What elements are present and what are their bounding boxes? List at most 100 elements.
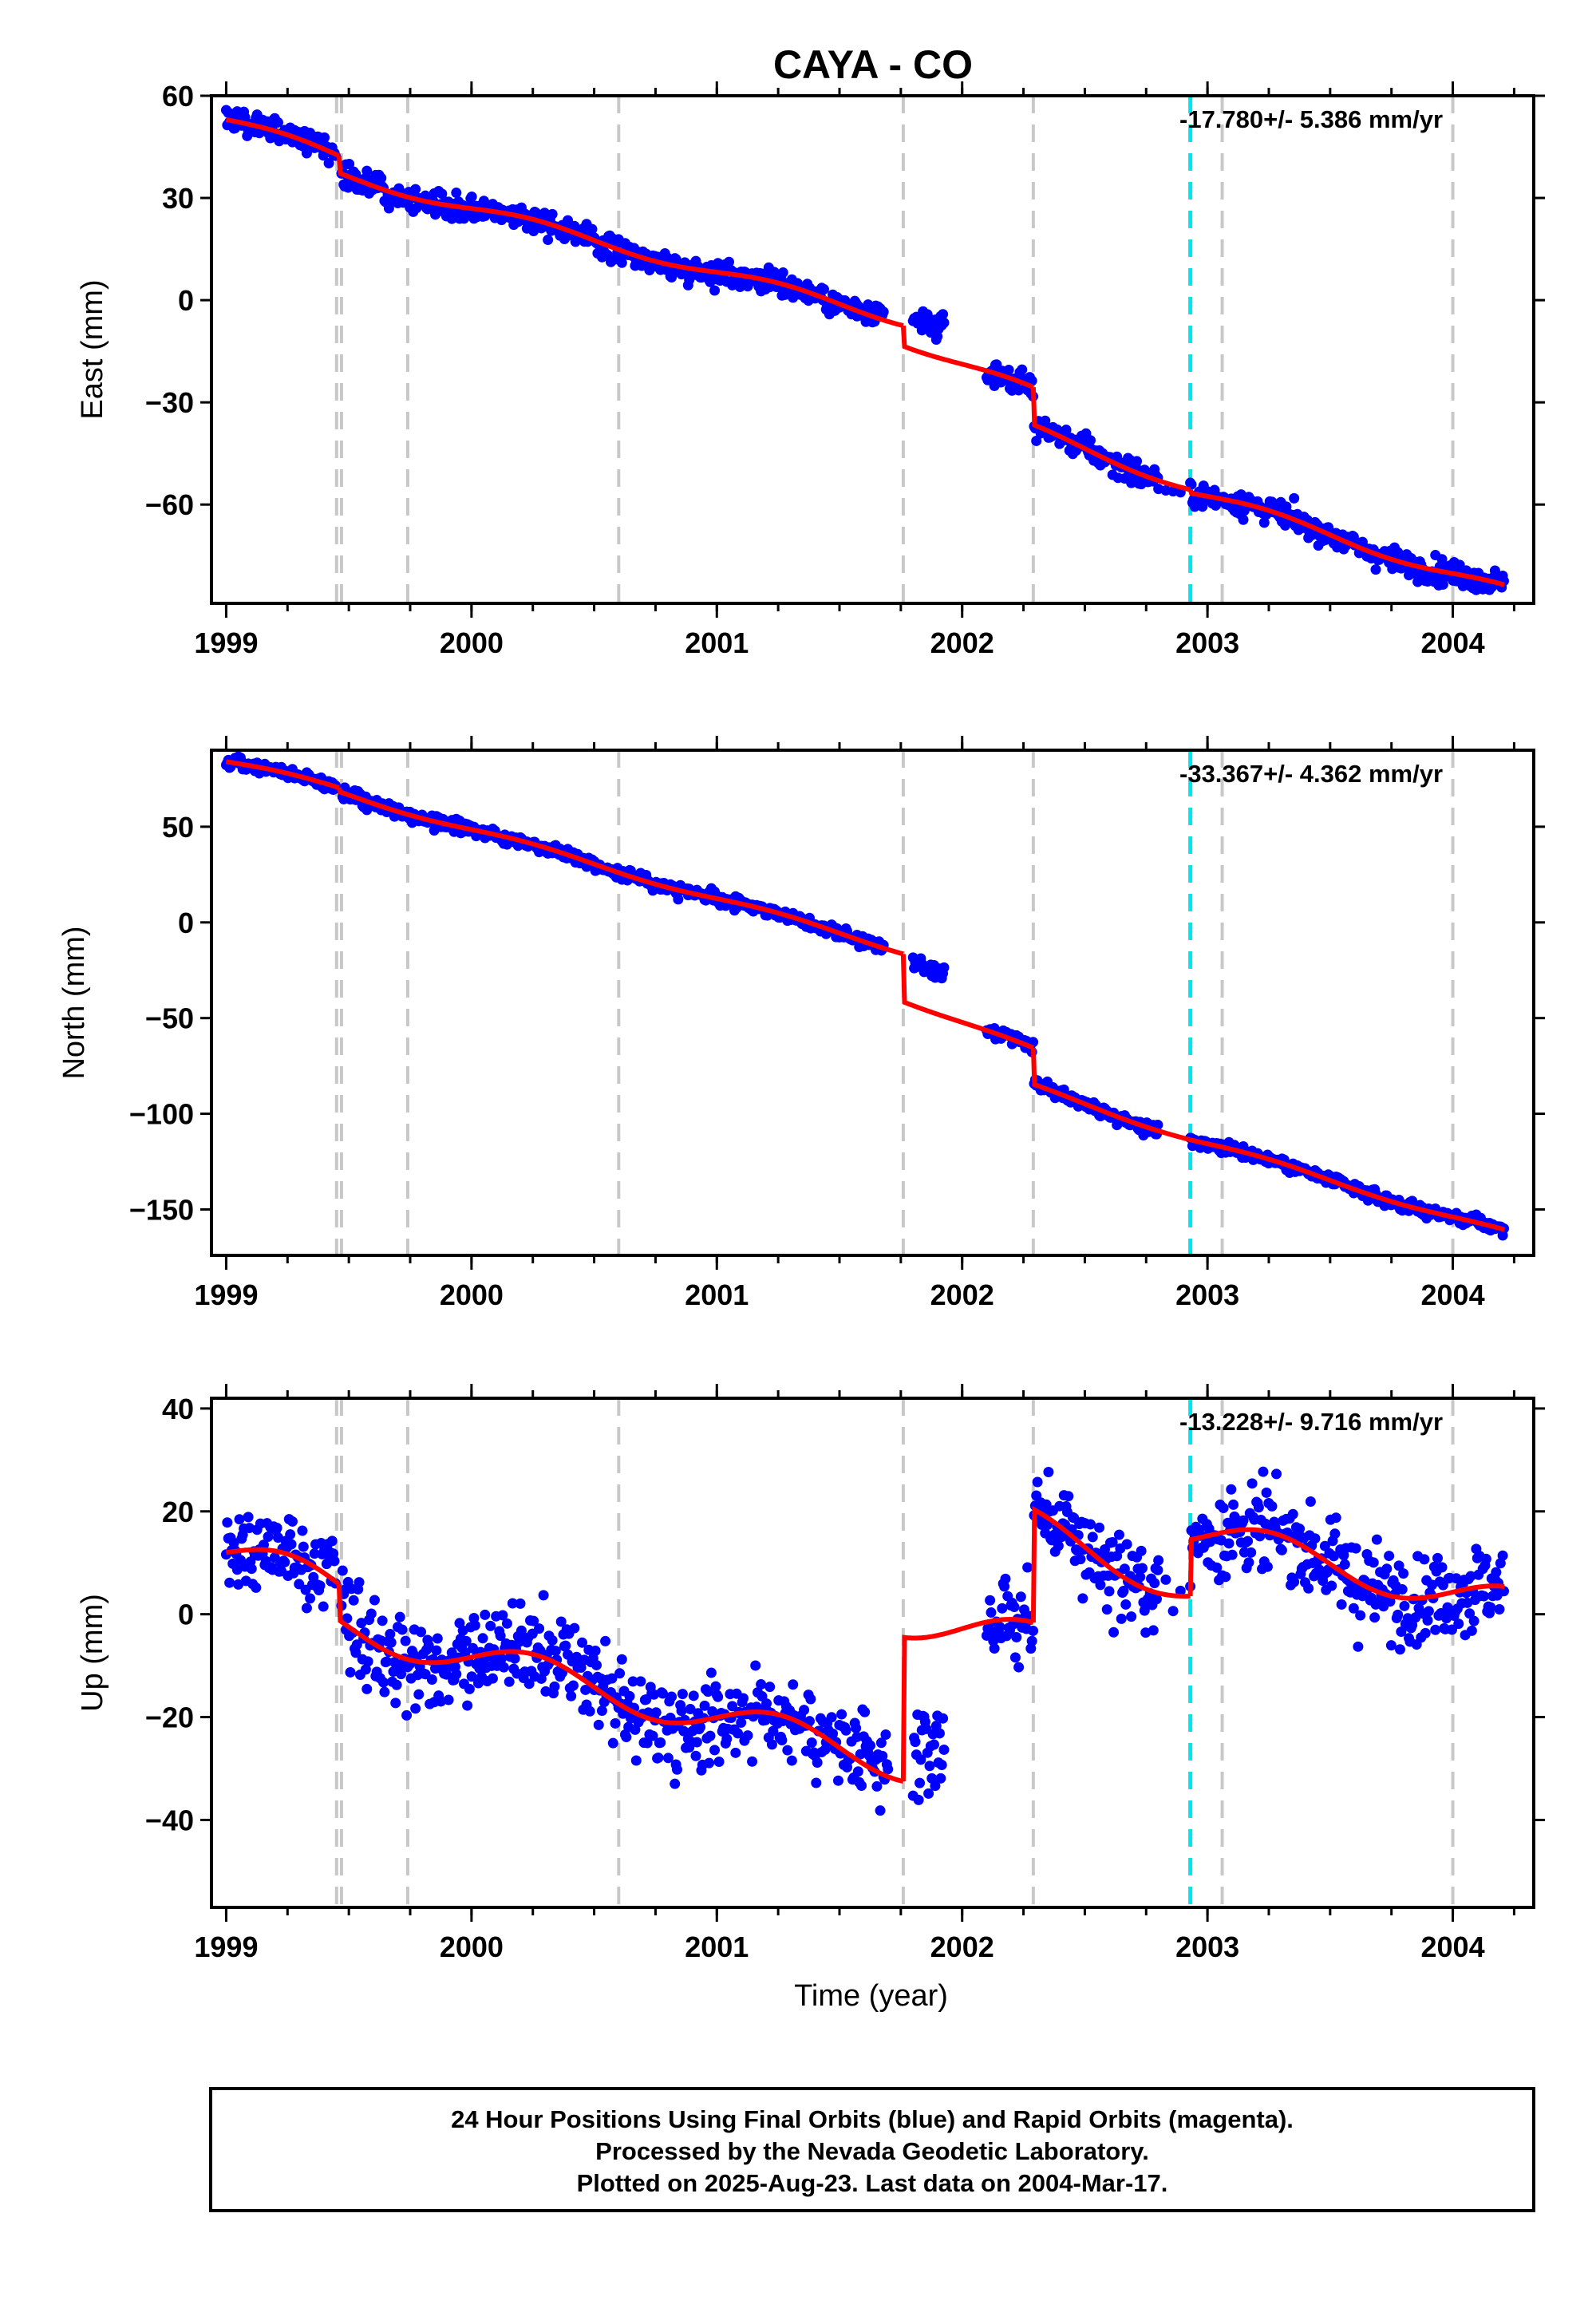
data-point-172 — [416, 1626, 427, 1638]
model-fit-segment-2 — [900, 325, 1035, 389]
data-point-283 — [538, 1590, 549, 1601]
data-point-1068 — [1167, 1606, 1179, 1617]
data-point-59 — [286, 1539, 297, 1550]
model-fit-segment-0 — [226, 759, 340, 790]
x-tick-label-0: 1999 — [194, 1279, 258, 1311]
data-point-1058 — [1491, 1567, 1502, 1578]
x-tick-label-5: 2004 — [1421, 1279, 1485, 1311]
data-point-499 — [776, 1735, 788, 1746]
data-point-287 — [543, 235, 554, 246]
y-tick-label-2: 0 — [178, 1599, 194, 1631]
model-fit-segment-3 — [1030, 1506, 1191, 1623]
data-point-933 — [1353, 1641, 1364, 1652]
data-point-734 — [1101, 1604, 1112, 1615]
data-point-1053 — [1485, 1602, 1496, 1613]
data-point-666 — [1031, 435, 1042, 446]
data-point-736 — [1104, 1586, 1115, 1597]
data-point-385 — [650, 1707, 662, 1718]
data-point-1006 — [1437, 579, 1448, 590]
model-fit-segment-3 — [1030, 1047, 1191, 1143]
data-point-654 — [1013, 1662, 1025, 1673]
data-point-739 — [1107, 1536, 1118, 1547]
data-point-114 — [351, 1639, 362, 1650]
plot-frame — [210, 749, 1535, 1257]
data-point-864 — [1276, 1544, 1287, 1555]
y-tick-label-0: 40 — [162, 1393, 194, 1425]
data-point-837 — [1246, 1478, 1258, 1489]
data-point-167 — [410, 184, 421, 195]
data-point-909 — [1326, 1580, 1337, 1591]
data-point-187 — [432, 1633, 443, 1644]
data-point-813 — [1220, 1571, 1231, 1583]
data-point-405 — [673, 894, 684, 905]
data-point-490 — [766, 1739, 777, 1750]
data-point-491 — [768, 1725, 779, 1737]
data-point-149 — [390, 1697, 401, 1709]
data-point-566 — [851, 1722, 862, 1733]
data-point-159 — [401, 1709, 413, 1721]
data-point-468 — [742, 1730, 753, 1741]
data-point-776 — [1148, 1625, 1159, 1636]
x-tick-label-2: 2001 — [685, 1279, 749, 1311]
data-point-500 — [777, 267, 788, 279]
data-point-611 — [924, 1761, 935, 1772]
x-tick-label-4: 2003 — [1175, 626, 1239, 659]
footer-line-2: Processed by the Nevada Geodetic Laborat… — [595, 2137, 1149, 2165]
data-point-252 — [504, 1676, 515, 1687]
data-point-247 — [498, 1662, 509, 1673]
data-point-721 — [1087, 1531, 1098, 1543]
north-panel: 50 0 −50 −100 −150 1999 2000 2001 2002 2003 2004 No… — [57, 736, 1545, 1311]
data-point-457 — [730, 1747, 741, 1758]
data-point-961 — [1384, 1551, 1395, 1562]
data-point-921 — [1339, 1559, 1350, 1570]
data-point-124 — [362, 1656, 373, 1667]
data-point-750 — [1119, 1563, 1130, 1575]
model-fit-segment-1 — [337, 787, 904, 957]
data-point-715 — [1084, 435, 1096, 446]
data-point-983 — [1412, 576, 1424, 587]
data-point-12 — [234, 1514, 245, 1525]
data-point-480 — [756, 1679, 767, 1690]
data-point-371 — [635, 1676, 646, 1687]
data-point-653 — [1017, 364, 1028, 375]
data-point-545 — [828, 1728, 839, 1739]
data-point-650 — [1009, 1602, 1020, 1613]
data-point-246 — [497, 1610, 508, 1621]
data-point-508 — [786, 1755, 797, 1766]
data-point-844 — [1258, 517, 1270, 528]
data-point-637 — [994, 1622, 1005, 1633]
data-point-11 — [233, 1579, 244, 1590]
data-point-751 — [1120, 1599, 1132, 1610]
data-point-652 — [1011, 1631, 1022, 1642]
data-point-650 — [1013, 385, 1025, 396]
data-point-589 — [875, 1737, 887, 1749]
data-point-355 — [618, 1708, 629, 1719]
data-point-387 — [653, 1752, 664, 1763]
data-point-336 — [596, 1705, 607, 1717]
data-point-603 — [915, 1754, 926, 1765]
data-point-768 — [1139, 1605, 1150, 1616]
data-point-294 — [550, 1646, 561, 1657]
data-point-325 — [584, 1705, 595, 1717]
data-point-308 — [566, 1690, 577, 1701]
footer-box: 24 Hour Positions Using Final Orbits (bl… — [209, 2087, 1535, 2212]
data-point-1005 — [1436, 554, 1448, 565]
data-point-974 — [1398, 1568, 1409, 1579]
data-point-204 — [451, 188, 462, 199]
data-point-994 — [1420, 1627, 1431, 1638]
data-point-89 — [319, 132, 330, 143]
data-point-245 — [496, 1653, 508, 1664]
data-point-21 — [243, 1523, 255, 1534]
model-fit-segment-1 — [336, 1583, 904, 1784]
data-point-591 — [878, 306, 889, 318]
data-point-145 — [385, 1637, 397, 1648]
data-point-391 — [658, 1688, 669, 1699]
data-point-1067 — [1160, 1574, 1171, 1585]
y-axis-label: North (mm) — [57, 926, 91, 1079]
data-point-911 — [1328, 1551, 1339, 1562]
data-point-204 — [451, 1669, 462, 1680]
data-point-348 — [610, 1717, 621, 1729]
data-point-210 — [457, 1625, 468, 1636]
data-point-425 — [695, 1721, 706, 1733]
data-point-818 — [1226, 1484, 1237, 1495]
